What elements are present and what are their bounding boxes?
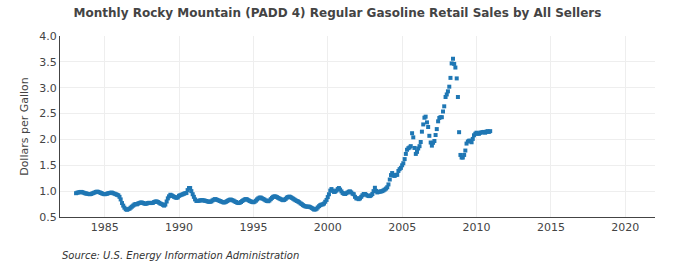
svg-text:2015: 2015: [537, 221, 565, 234]
svg-text:0.5: 0.5: [39, 211, 57, 224]
svg-text:3.5: 3.5: [39, 56, 57, 69]
svg-text:1990: 1990: [165, 221, 193, 234]
svg-text:2020: 2020: [611, 221, 639, 234]
svg-text:1.5: 1.5: [39, 159, 57, 172]
svg-text:2.0: 2.0: [39, 133, 57, 146]
svg-text:4.0: 4.0: [39, 30, 57, 43]
svg-text:1.0: 1.0: [39, 185, 57, 198]
svg-text:1985: 1985: [91, 221, 119, 234]
svg-text:Dollars per Gallon: Dollars per Gallon: [18, 77, 31, 176]
svg-text:2000: 2000: [314, 221, 342, 234]
svg-text:3.0: 3.0: [39, 82, 57, 95]
svg-text:Source: U.S. Energy Informatio: Source: U.S. Energy Information Administ…: [62, 250, 299, 261]
svg-text:Monthly Rocky Mountain (PADD 4: Monthly Rocky Mountain (PADD 4) Regular …: [74, 6, 602, 20]
svg-text:2.5: 2.5: [39, 107, 57, 120]
svg-text:2010: 2010: [463, 221, 491, 234]
svg-text:1995: 1995: [239, 221, 267, 234]
svg-text:2005: 2005: [388, 221, 416, 234]
